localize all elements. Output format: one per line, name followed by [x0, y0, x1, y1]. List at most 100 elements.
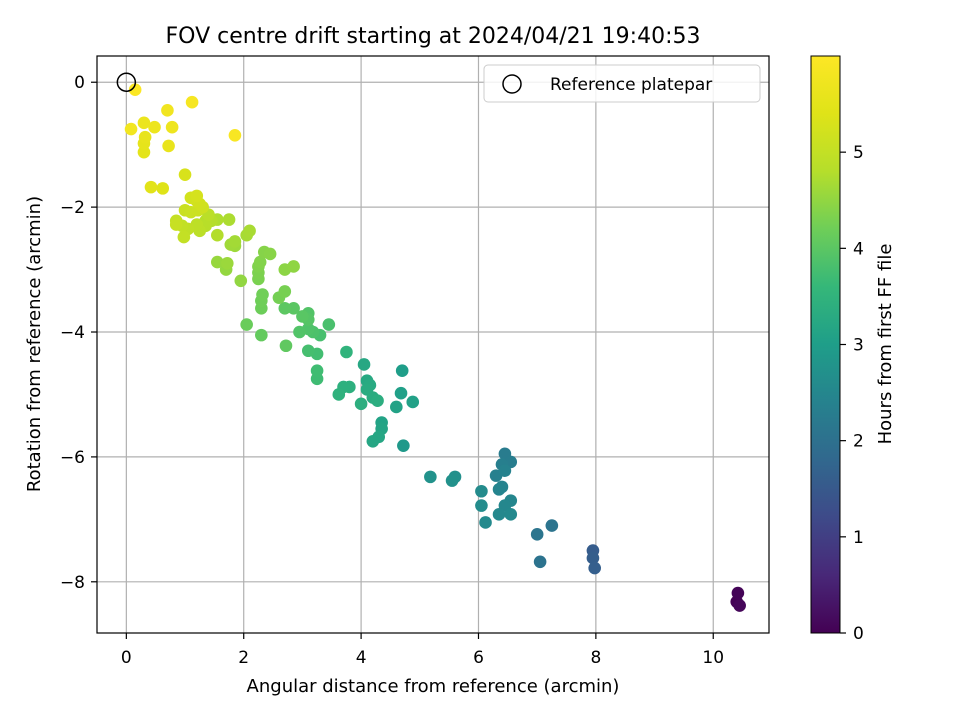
data-point [234, 274, 248, 288]
data-point [279, 339, 293, 353]
data-point [169, 218, 183, 231]
data-point [530, 528, 544, 541]
legend-marker-icon [502, 74, 522, 94]
data-point [211, 255, 224, 269]
data-point [293, 325, 306, 339]
reference-platepar-marker [116, 72, 137, 92]
data-point [137, 145, 151, 159]
data-point [394, 386, 408, 400]
x-tick-label: 8 [590, 648, 601, 668]
data-point [211, 228, 224, 242]
data-point [178, 168, 192, 181]
data-point [322, 318, 336, 331]
data-point [340, 345, 353, 359]
data-point [296, 310, 309, 323]
data-point [424, 470, 437, 484]
data-point [138, 130, 152, 144]
data-point [504, 508, 518, 521]
data-point [190, 189, 204, 203]
legend-box [483, 64, 761, 103]
data-point [731, 586, 745, 600]
colorbar-tick-label: 1 [853, 528, 864, 548]
data-point [278, 301, 292, 315]
data-point [479, 516, 492, 529]
data-point [390, 400, 403, 414]
colorbar-tick-label: 2 [853, 432, 864, 452]
y-tick-label: −6 [60, 448, 85, 468]
y-axis-label: Rotation from reference (arcmin) [24, 196, 45, 492]
y-tick-label: −8 [60, 573, 85, 593]
x-tick-label: 0 [121, 648, 132, 668]
data-point [263, 247, 277, 261]
data-point [492, 483, 506, 496]
x-axis-label: Angular distance from reference (arcmin) [247, 676, 620, 697]
data-point [533, 555, 547, 569]
x-tick-label: 6 [473, 648, 484, 668]
data-point [586, 551, 600, 565]
colorbar-label: Hours from first FF file [875, 244, 896, 445]
data-point [445, 474, 459, 487]
data-point [371, 394, 384, 408]
data-point [406, 395, 420, 409]
data-point [240, 318, 253, 331]
data-point [144, 180, 158, 194]
data-point [310, 364, 324, 378]
legend: Reference platepar [483, 64, 761, 103]
colorbar-tick-label: 5 [853, 143, 864, 163]
data-point [128, 83, 142, 97]
data-point [475, 484, 488, 498]
data-point [332, 388, 346, 401]
data-point [222, 213, 236, 226]
data-point [165, 120, 179, 134]
data-point [366, 434, 380, 448]
data-point [287, 260, 300, 273]
data-point [253, 255, 267, 269]
data-point [287, 301, 300, 315]
plot-frame [96, 55, 770, 634]
legend-entry-reference-platepar: Reference platepar [550, 75, 712, 95]
colorbar-tick-label: 3 [853, 336, 864, 356]
data-point [255, 328, 268, 342]
data-point [545, 519, 559, 532]
data-point [492, 508, 506, 521]
y-tick-label: 0 [74, 73, 85, 93]
data-point [228, 235, 242, 248]
x-tick-label: 2 [238, 648, 249, 668]
data-point [243, 224, 256, 238]
data-point [156, 182, 170, 195]
y-tick-label: −2 [60, 198, 85, 218]
y-tick-label: −4 [60, 323, 85, 343]
data-point [220, 257, 234, 270]
data-point [185, 95, 199, 109]
data-point [228, 129, 242, 142]
x-axis-ticks: 0 2 4 6 8 10 [121, 633, 724, 668]
data-point [148, 120, 161, 134]
data-point [498, 464, 512, 477]
x-tick-label: 10 [702, 648, 724, 668]
data-point [137, 116, 151, 130]
data-point [278, 285, 292, 298]
data-point [475, 499, 488, 512]
colorbar-ticks: 0 1 2 3 4 5 [840, 143, 864, 644]
data-point [733, 599, 746, 612]
data-point [124, 122, 138, 136]
data-point [354, 397, 368, 411]
data-point [397, 439, 410, 452]
data-point [395, 364, 409, 378]
colorbar-gradient [810, 55, 841, 634]
chart-title: FOV centre drift starting at 2024/04/21 … [166, 24, 701, 49]
y-axis-ticks: 0 −2 −4 −6 −8 [60, 73, 97, 593]
data-point [301, 344, 315, 358]
data-point [162, 139, 175, 153]
colorbar-tick-label: 0 [853, 624, 864, 644]
colorbar-tick-label: 4 [853, 239, 864, 259]
x-tick-label: 4 [356, 648, 367, 668]
data-points [124, 83, 746, 612]
colorbar: 0 1 2 3 4 5 Hours from first FF file [810, 55, 896, 644]
data-point [256, 288, 269, 301]
data-point [588, 561, 601, 575]
grid-lines [97, 56, 769, 633]
data-point [357, 358, 371, 371]
data-point [177, 230, 191, 244]
